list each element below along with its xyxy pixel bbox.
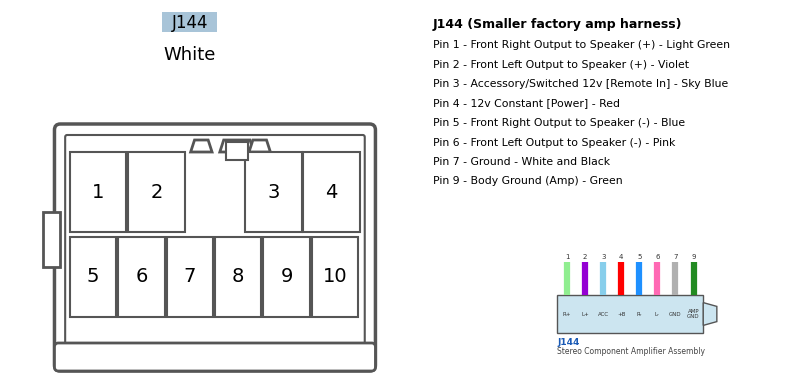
Text: J144: J144	[171, 14, 208, 32]
Bar	[166, 237, 213, 317]
Text: AMP
GND: AMP GND	[687, 309, 700, 319]
Bar	[245, 152, 302, 232]
Text: 10: 10	[322, 267, 347, 286]
FancyBboxPatch shape	[54, 343, 375, 371]
Text: Pin 9 - Body Ground (Amp) - Green: Pin 9 - Body Ground (Amp) - Green	[433, 176, 622, 187]
Bar	[70, 237, 116, 317]
Text: 9: 9	[691, 254, 696, 260]
Polygon shape	[249, 140, 270, 152]
Text: 2: 2	[583, 254, 587, 260]
Text: 4: 4	[326, 183, 338, 202]
Text: Pin 2 - Front Left Output to Speaker (+) - Violet: Pin 2 - Front Left Output to Speaker (+)…	[433, 60, 689, 70]
Text: 1: 1	[565, 254, 570, 260]
Text: Stereo Component Amplifier Assembly: Stereo Component Amplifier Assembly	[558, 347, 706, 356]
Polygon shape	[703, 303, 717, 325]
Text: L+: L+	[582, 312, 589, 317]
Text: 6: 6	[655, 254, 660, 260]
Text: Pin 6 - Front Left Output to Speaker (-) - Pink: Pin 6 - Front Left Output to Speaker (-)…	[433, 137, 675, 147]
Text: 5: 5	[87, 267, 99, 286]
Text: Pin 3 - Accessory/Switched 12v [Remote In] - Sky Blue: Pin 3 - Accessory/Switched 12v [Remote I…	[433, 79, 728, 89]
Polygon shape	[190, 140, 212, 152]
Text: 8: 8	[232, 267, 244, 286]
Text: 6: 6	[135, 267, 148, 286]
FancyBboxPatch shape	[54, 124, 375, 371]
Text: GND: GND	[669, 312, 682, 317]
Bar	[70, 152, 126, 232]
Text: R+: R+	[563, 312, 571, 317]
Text: Pin 1 - Front Right Output to Speaker (+) - Light Green: Pin 1 - Front Right Output to Speaker (+…	[433, 40, 730, 50]
FancyBboxPatch shape	[65, 135, 365, 360]
Text: 7: 7	[673, 254, 678, 260]
Text: 3: 3	[267, 183, 279, 202]
Bar	[128, 152, 185, 232]
Bar	[303, 152, 360, 232]
Text: 5: 5	[637, 254, 642, 260]
Text: Pin 7 - Ground - White and Black: Pin 7 - Ground - White and Black	[433, 157, 610, 167]
Text: +B: +B	[617, 312, 626, 317]
Text: L-: L-	[655, 312, 660, 317]
Text: J144 (Smaller factory amp harness): J144 (Smaller factory amp harness)	[433, 18, 682, 31]
Bar	[162, 12, 217, 32]
Text: Pin 4 - 12v Constant [Power] - Red: Pin 4 - 12v Constant [Power] - Red	[433, 99, 620, 108]
Text: R-: R-	[637, 312, 642, 317]
Text: 4: 4	[619, 254, 623, 260]
Polygon shape	[220, 140, 254, 152]
Text: 9: 9	[280, 267, 293, 286]
Text: 1: 1	[92, 183, 105, 202]
Bar	[226, 142, 248, 160]
Text: J144: J144	[558, 338, 580, 347]
Bar	[263, 237, 310, 317]
Text: 3: 3	[601, 254, 606, 260]
Bar	[215, 237, 262, 317]
Text: 2: 2	[150, 183, 162, 202]
Text: Pin 5 - Front Right Output to Speaker (-) - Blue: Pin 5 - Front Right Output to Speaker (-…	[433, 118, 685, 128]
Bar	[311, 237, 358, 317]
Bar	[42, 212, 60, 267]
Text: White: White	[163, 46, 216, 64]
Text: 7: 7	[184, 267, 196, 286]
Bar	[118, 237, 165, 317]
Text: ACC: ACC	[598, 312, 609, 317]
Bar	[558, 295, 703, 333]
